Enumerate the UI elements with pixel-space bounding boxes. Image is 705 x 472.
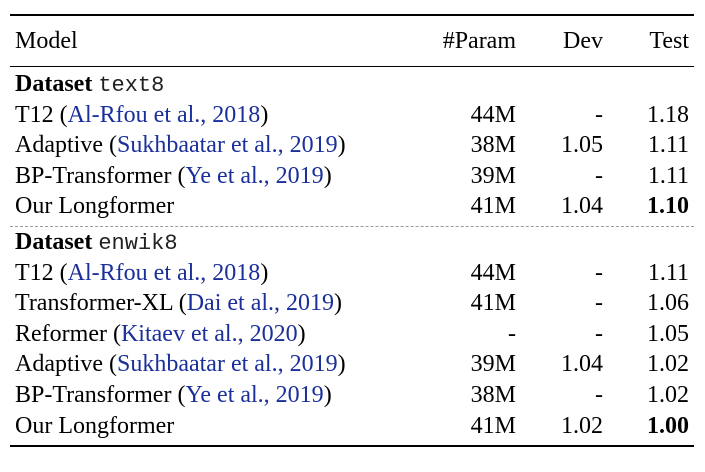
- model-name: BP-Transformer: [15, 381, 178, 408]
- header-model: Model: [15, 28, 78, 54]
- dataset-name: enwik8: [98, 230, 178, 256]
- param-cell: 41M: [470, 193, 516, 220]
- table-row: Adaptive (Sukhbaatar et al., 2019) 38M 1.0…: [10, 130, 694, 161]
- param-cell: 41M: [470, 412, 516, 439]
- dev-cell: 1.02: [561, 412, 603, 439]
- model-cell: T12 (Al-Rfou et al., 2018): [15, 101, 269, 128]
- param-cell: 39M: [470, 162, 516, 189]
- param-cell: -: [508, 320, 516, 347]
- model-cell: T12 (Al-Rfou et al., 2018): [15, 259, 269, 286]
- test-cell: 1.06: [647, 290, 689, 317]
- param-cell: 44M: [470, 259, 516, 286]
- table-body: Dataset text8 T12 (Al-Rfou et al., 2018) 4…: [10, 69, 694, 445]
- model-cell: Our Longformer: [15, 191, 174, 222]
- dev-cell: -: [595, 290, 603, 317]
- citation-link[interactable]: Kitaev et al., 2020: [120, 320, 298, 347]
- citation-link[interactable]: Sukhbaatar et al., 2019: [116, 351, 338, 378]
- section-label: Dataset: [15, 228, 93, 255]
- model-name: Transformer-XL: [15, 290, 179, 317]
- model-name: BP-Transformer: [15, 162, 178, 189]
- model-name: Reformer: [15, 320, 113, 347]
- test-cell: 1.02: [647, 381, 689, 408]
- section-label: Dataset: [15, 71, 93, 97]
- header-dev: Dev: [563, 28, 603, 54]
- dev-cell: 1.04: [561, 193, 603, 220]
- model-name: Adaptive: [15, 351, 109, 378]
- citation-link[interactable]: Ye et al., 2019: [185, 381, 324, 408]
- model-cell: Adaptive (Sukhbaatar et al., 2019): [15, 132, 346, 159]
- model-cell: Our Longformer: [15, 411, 174, 442]
- test-cell: 1.02: [647, 351, 689, 378]
- dev-cell: 1.05: [561, 132, 603, 159]
- section-header: Dataset text8: [10, 69, 694, 100]
- model-name: T12: [15, 101, 60, 128]
- param-cell: 38M: [470, 381, 516, 408]
- table-row: T12 (Al-Rfou et al., 2018) 44M - 1.18: [10, 100, 694, 131]
- model-name: Our Longformer: [15, 193, 175, 220]
- dataset-name: text8: [98, 73, 165, 98]
- table-row: T12 (Al-Rfou et al., 2018) 44M - 1.11: [10, 258, 694, 289]
- bottom-rule: [10, 445, 694, 448]
- test-cell: 1.11: [647, 162, 689, 189]
- dev-cell: -: [595, 381, 603, 408]
- dev-cell: 1.04: [561, 351, 603, 378]
- test-cell: 1.18: [647, 101, 689, 128]
- header-test: Test: [649, 28, 689, 54]
- param-cell: 41M: [470, 290, 516, 317]
- model-name: T12: [15, 259, 60, 286]
- header-param: #Param: [442, 28, 516, 54]
- section-title: Dataset enwik8: [15, 227, 178, 260]
- table-row: Adaptive (Sukhbaatar et al., 2019) 39M 1.0…: [10, 349, 694, 380]
- dev-cell: -: [595, 259, 603, 286]
- citation-link[interactable]: Dai et al., 2019: [186, 290, 335, 317]
- table-row: BP-Transformer (Ye et al., 2019) 39M - 1.11: [10, 161, 694, 192]
- top-rule: [10, 14, 694, 16]
- citation-link[interactable]: Al-Rfou et al., 2018: [67, 101, 261, 128]
- table-row: Our Longformer 41M 1.04 1.10: [10, 191, 694, 222]
- section-divider: [10, 225, 694, 227]
- param-cell: 38M: [470, 132, 516, 159]
- citation-link[interactable]: Al-Rfou et al., 2018: [67, 259, 261, 286]
- header-row: Model #Param Dev Test: [10, 16, 694, 66]
- table-row: Transformer-XL (Dai et al., 2019) 41M - 1.0…: [10, 288, 694, 319]
- results-table: Model #Param Dev Test Dataset text8 T12 (…: [10, 14, 694, 448]
- dev-cell: -: [595, 320, 603, 347]
- table-row: BP-Transformer (Ye et al., 2019) 38M - 1.02: [10, 380, 694, 411]
- model-cell: Transformer-XL (Dai et al., 2019): [15, 290, 343, 317]
- param-cell: 44M: [470, 101, 516, 128]
- test-cell: 1.00: [647, 412, 689, 439]
- model-name: Adaptive: [15, 132, 109, 159]
- table-row: Our Longformer 41M 1.02 1.00: [10, 411, 694, 442]
- model-cell: Adaptive (Sukhbaatar et al., 2019): [15, 351, 346, 378]
- model-name: Our Longformer: [15, 412, 175, 439]
- dev-cell: -: [595, 162, 603, 189]
- test-cell: 1.05: [647, 320, 689, 347]
- model-cell: BP-Transformer (Ye et al., 2019): [15, 381, 332, 408]
- citation-link[interactable]: Ye et al., 2019: [185, 162, 324, 189]
- test-cell: 1.11: [647, 132, 689, 159]
- test-cell: 1.11: [647, 259, 689, 286]
- header-rule: [10, 66, 694, 67]
- citation-link[interactable]: Sukhbaatar et al., 2019: [116, 132, 338, 159]
- model-cell: Reformer (Kitaev et al., 2020): [15, 320, 306, 347]
- section-title: Dataset text8: [15, 69, 164, 102]
- table-row: Reformer (Kitaev et al., 2020) - - 1.05: [10, 319, 694, 350]
- test-cell: 1.10: [647, 193, 689, 220]
- param-cell: 39M: [470, 351, 516, 378]
- section-header: Dataset enwik8: [10, 227, 694, 258]
- dev-cell: -: [595, 101, 603, 128]
- model-cell: BP-Transformer (Ye et al., 2019): [15, 162, 332, 189]
